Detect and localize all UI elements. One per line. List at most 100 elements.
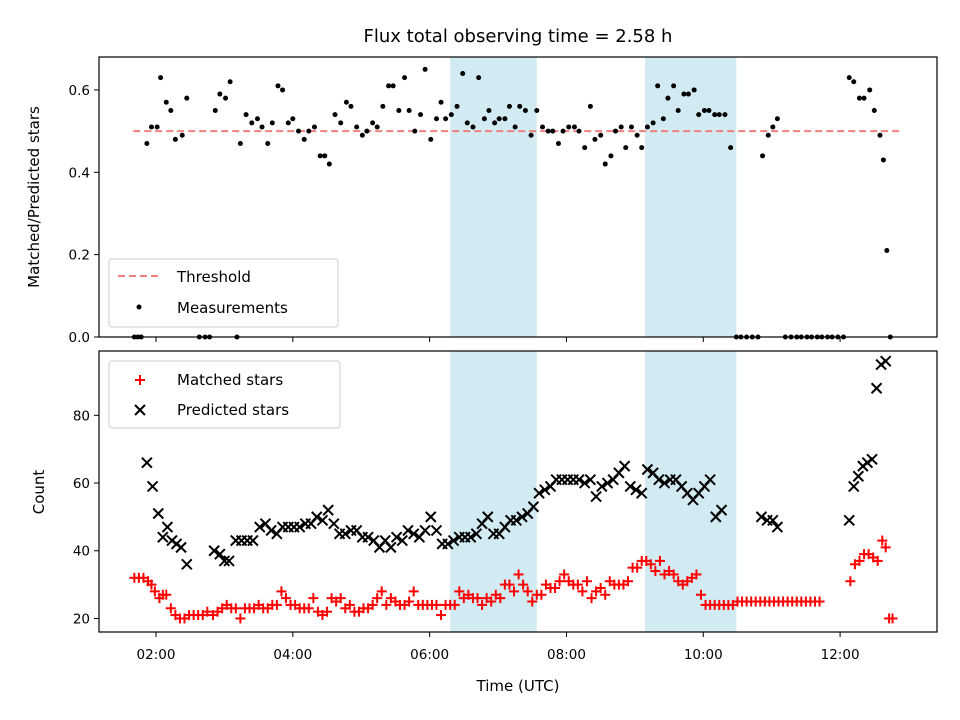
measurement-point: [412, 128, 418, 134]
predicted-stars-point: [584, 473, 597, 486]
x-tick-label: 02:00: [137, 647, 176, 663]
measurement-point: [454, 103, 460, 109]
matched-stars-point: [504, 579, 515, 590]
predicted-stars-point: [843, 514, 855, 526]
measurement-point: [496, 116, 502, 122]
measurement-point: [374, 124, 380, 130]
measurement-point: [158, 75, 164, 81]
top-y-ticks: 0.0 0.2 0.4 0.6: [69, 83, 99, 346]
predicted-stars-point: [533, 487, 545, 499]
predicted-stars-point: [590, 490, 602, 503]
predicted-stars-point: [641, 463, 654, 476]
predicted-stars-point: [470, 528, 483, 540]
predicted-stars-point: [152, 507, 164, 520]
bottom-y-tick-label: 40: [73, 544, 90, 560]
measurement-point: [254, 116, 260, 122]
matched-stars-point: [202, 606, 213, 617]
predicted-stars-point: [293, 521, 306, 533]
measurement-point: [660, 116, 666, 122]
predicted-stars-point: [146, 480, 159, 493]
matched-stars-point: [146, 579, 157, 590]
measurement-point: [269, 120, 275, 126]
measurement-point: [460, 70, 466, 76]
top-x-ticks: [155, 337, 841, 342]
bottom-count-points: [129, 355, 898, 624]
predicted-stars-point: [601, 477, 614, 489]
measurement-point: [851, 79, 857, 85]
x-tick-label: 08:00: [547, 647, 586, 663]
measurement-point: [880, 157, 886, 163]
measurement-point: [317, 153, 323, 159]
measurement-point: [877, 132, 883, 138]
measurement-point: [728, 145, 734, 151]
measurement-point: [665, 95, 671, 101]
measurement-point: [370, 120, 376, 126]
matched-stars-point: [880, 542, 891, 553]
top-y-tick-label: 0.0: [69, 330, 90, 346]
bottom-y-tick-label: 20: [73, 611, 90, 627]
measurement-point: [364, 128, 370, 134]
bottom-y-tick-label: 80: [73, 408, 90, 424]
measurement-point: [338, 120, 344, 126]
measurement-point: [685, 91, 691, 97]
predicted-stars-point: [208, 545, 220, 557]
legend-matched-swatch: [135, 375, 145, 385]
measurement-point: [884, 248, 890, 254]
predicted-stars-point: [482, 511, 494, 523]
measurement-point: [217, 91, 223, 97]
measurement-point: [634, 132, 640, 138]
matched-stars-point: [887, 613, 898, 624]
measurement-point: [285, 120, 291, 126]
measurement-point: [406, 108, 412, 114]
measurement-point: [148, 124, 154, 130]
measurement-point: [502, 116, 508, 122]
measurement-point: [608, 153, 614, 159]
matched-stars-point: [536, 589, 547, 600]
predicted-stars-point: [539, 484, 551, 496]
predicted-stars-point: [630, 484, 642, 496]
measurement-point: [332, 112, 338, 118]
matched-stars-point: [595, 582, 606, 593]
x-tick-label: 12:00: [821, 647, 860, 663]
bottom-plot-frame: [98, 350, 938, 633]
measurement-point: [612, 128, 618, 134]
predicted-stars-point: [223, 555, 235, 567]
measurement-point: [506, 103, 512, 109]
matched-stars-point: [577, 586, 588, 597]
predicted-stars-point: [624, 480, 637, 493]
measurement-point: [722, 112, 728, 118]
measurement-point: [566, 124, 572, 130]
matched-stars-point: [367, 599, 378, 610]
measurement-point: [322, 153, 328, 159]
measurement-point: [856, 95, 862, 101]
measurement-point: [243, 112, 249, 118]
matched-stars-point: [149, 586, 160, 597]
matched-stars-point: [230, 603, 241, 614]
matched-stars-point: [691, 569, 702, 580]
bottom-y-ticks: 20 40 60 80: [73, 408, 99, 627]
measurement-point: [528, 132, 534, 138]
predicted-stars-point: [181, 558, 193, 570]
measurement-point: [354, 124, 360, 130]
measurement-point: [765, 132, 771, 138]
measurement-point: [168, 108, 174, 114]
measurement-point: [598, 132, 604, 138]
top-y-axis-label: Matched/Predicted stars: [25, 106, 43, 288]
measurement-point: [681, 91, 687, 97]
measurement-point: [144, 140, 150, 146]
predicted-stars-point: [339, 528, 351, 540]
predicted-stars-point: [516, 511, 528, 523]
legend-matched-label: Matched stars: [177, 371, 283, 389]
matched-stars-point: [449, 599, 460, 610]
matched-stars-point: [303, 603, 314, 614]
predicted-stars-point: [430, 524, 443, 537]
predicted-stars-point: [161, 521, 174, 533]
predicted-stars-point: [527, 501, 540, 513]
bottom-y-tick-label: 60: [73, 476, 90, 492]
measurement-point: [592, 136, 598, 142]
measurement-point: [296, 128, 302, 134]
predicted-stars-point: [767, 514, 779, 526]
bottom-x-ticks: 02:00 04:00 06:00 08:00 10:00 12:00: [137, 632, 860, 663]
measurement-point: [311, 124, 317, 130]
measurement-point: [237, 140, 243, 146]
